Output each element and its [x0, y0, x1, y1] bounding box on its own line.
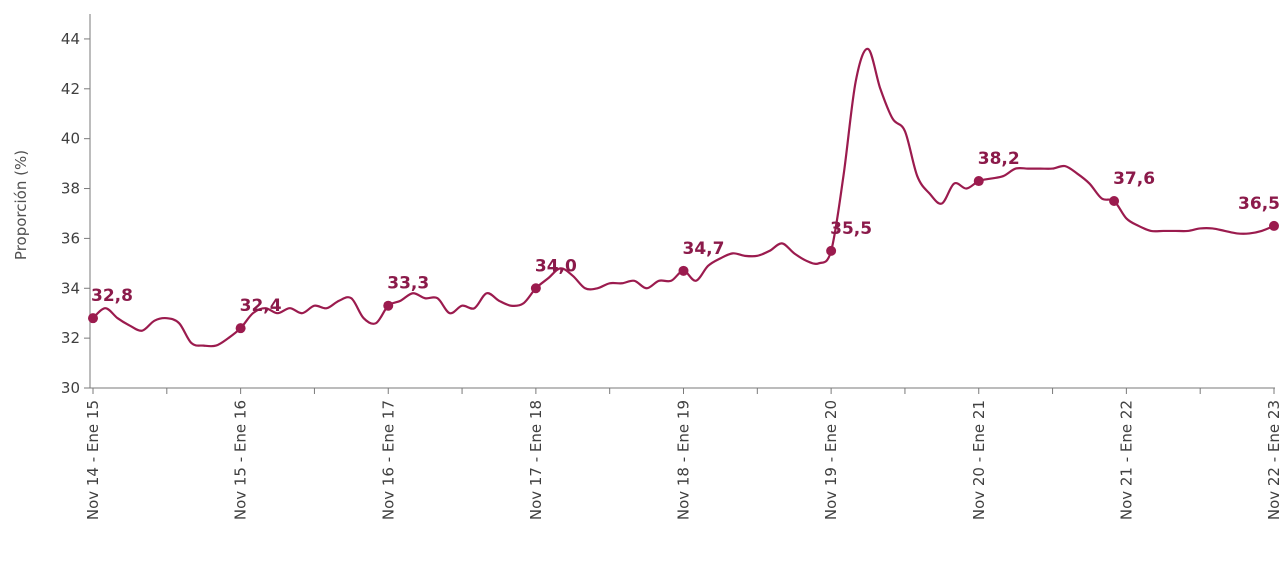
data-point-marker	[88, 313, 98, 324]
y-tick-label: 44	[61, 30, 80, 48]
data-label: 34,7	[683, 239, 725, 259]
x-tick-label: Nov 19 - Ene 20	[822, 400, 840, 520]
x-axis-ticks: Nov 14 - Ene 15 Nov 15 - Ene 16 Nov 16 - E…	[84, 388, 1283, 520]
data-point-marker	[1269, 220, 1279, 231]
data-label: 33,3	[387, 274, 429, 294]
data-label: 32,4	[240, 296, 282, 316]
data-point-marker	[1109, 196, 1120, 206]
y-tick-label: 40	[61, 130, 80, 148]
y-tick-label: 32	[61, 329, 80, 347]
data-point-marker	[678, 265, 689, 276]
x-tick-label: Nov 22 - Ene 23	[1265, 400, 1283, 520]
axes	[89, 14, 1275, 389]
x-tick-label: Nov 16 - Ene 17	[379, 400, 397, 520]
y-tick-label: 30	[61, 379, 80, 397]
x-tick-label: Nov 21 - Ene 22	[1117, 400, 1135, 520]
x-tick-label: Nov 17 - Ene 18	[527, 400, 545, 520]
y-tick-label: 36	[61, 229, 80, 247]
y-tick-label: 34	[61, 279, 80, 297]
y-tick-label: 38	[61, 180, 80, 198]
data-label: 35,5	[830, 219, 872, 239]
x-tick-label: Nov 18 - Ene 19	[675, 400, 693, 520]
data-label: 38,2	[978, 149, 1020, 169]
x-tick-label: Nov 14 - Ene 15	[84, 400, 102, 520]
data-point-marker	[235, 323, 246, 334]
data-point-marker	[826, 245, 837, 256]
data-markers	[88, 176, 1279, 334]
y-axis-ticks: 30 32 34 36 38 40 42 44	[61, 30, 90, 397]
data-point-marker	[530, 283, 541, 294]
data-point-marker	[383, 300, 394, 311]
x-tick-label: Nov 15 - Ene 16	[232, 400, 250, 520]
data-label: 36,5	[1238, 194, 1280, 214]
data-label: 34,0	[535, 256, 577, 276]
data-label: 37,6	[1113, 169, 1155, 189]
data-point-marker	[973, 176, 984, 187]
y-axis-title: Proporción (%)	[12, 150, 30, 260]
y-tick-label: 42	[61, 80, 80, 98]
x-tick-label: Nov 20 - Ene 21	[970, 400, 988, 520]
data-label: 32,8	[91, 286, 133, 306]
data-labels: 32,8 32,4 33,3 34,0 34,7 35,5 38,2 37,6 36,5	[91, 149, 1280, 316]
